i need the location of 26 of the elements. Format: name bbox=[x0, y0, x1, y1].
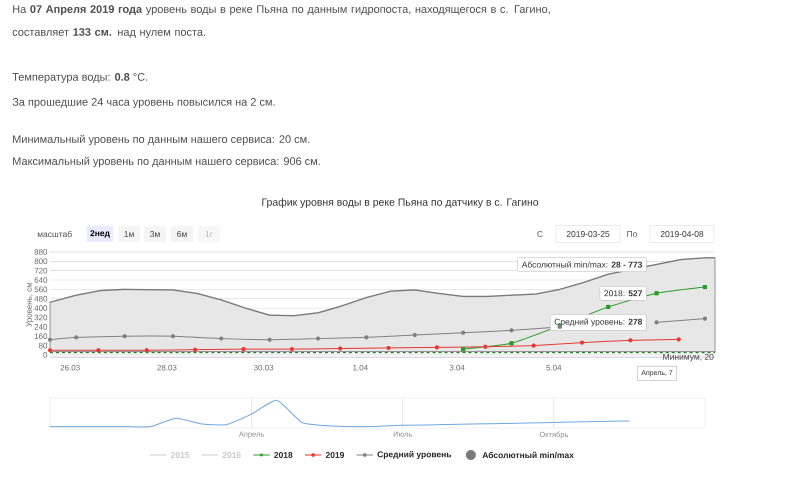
text: По bbox=[627, 231, 638, 237]
text: 2019-03-25 bbox=[566, 231, 610, 237]
legend-label: 2015 bbox=[170, 452, 190, 458]
text: 3м bbox=[150, 231, 160, 237]
text: Минимальный уровень по данным нашего сервиса: 20 см. bbox=[13, 134, 310, 146]
annotation: Средний уровень: 278 bbox=[554, 318, 642, 326]
text: 1г bbox=[206, 231, 213, 237]
legend-label: 2016 bbox=[222, 452, 241, 458]
text: 6м bbox=[177, 231, 187, 237]
legend-label: 2019 bbox=[326, 452, 344, 458]
text: Температура воды: 0.8 °C. bbox=[12, 73, 148, 83]
text: С bbox=[537, 231, 543, 237]
annotation: 2018: 527 bbox=[604, 290, 642, 296]
text: 1м bbox=[124, 231, 134, 237]
legend-label: 2018 bbox=[274, 452, 292, 458]
chart-title: График уровня воды в реке Пьяна по датчику в с. Гагино bbox=[262, 198, 538, 208]
text: 2019-04-08 bbox=[660, 231, 704, 237]
text: 2нед bbox=[90, 230, 110, 238]
text: За прошедшие 24 часа уровень повысился на 2 см. bbox=[12, 98, 275, 108]
legend-label: Абсолютный min/max bbox=[482, 452, 574, 458]
ref-line-label: Минимум, 20 bbox=[663, 354, 714, 362]
legend-label: Средний уровень bbox=[377, 450, 452, 460]
annotation: Абсолютный min/max: 28 - 773 bbox=[522, 261, 642, 268]
text: Максимальный уровень по данным нашего сервиса: 906 см. bbox=[13, 156, 320, 168]
text: На 07 Апреля 2019 года уровень воды в реке Пьяна по данным гидропоста, находящегося в с. Гагино, составляет 133 см. над нулем поста. bbox=[12, 5, 550, 38]
text: масштаб bbox=[38, 230, 72, 238]
